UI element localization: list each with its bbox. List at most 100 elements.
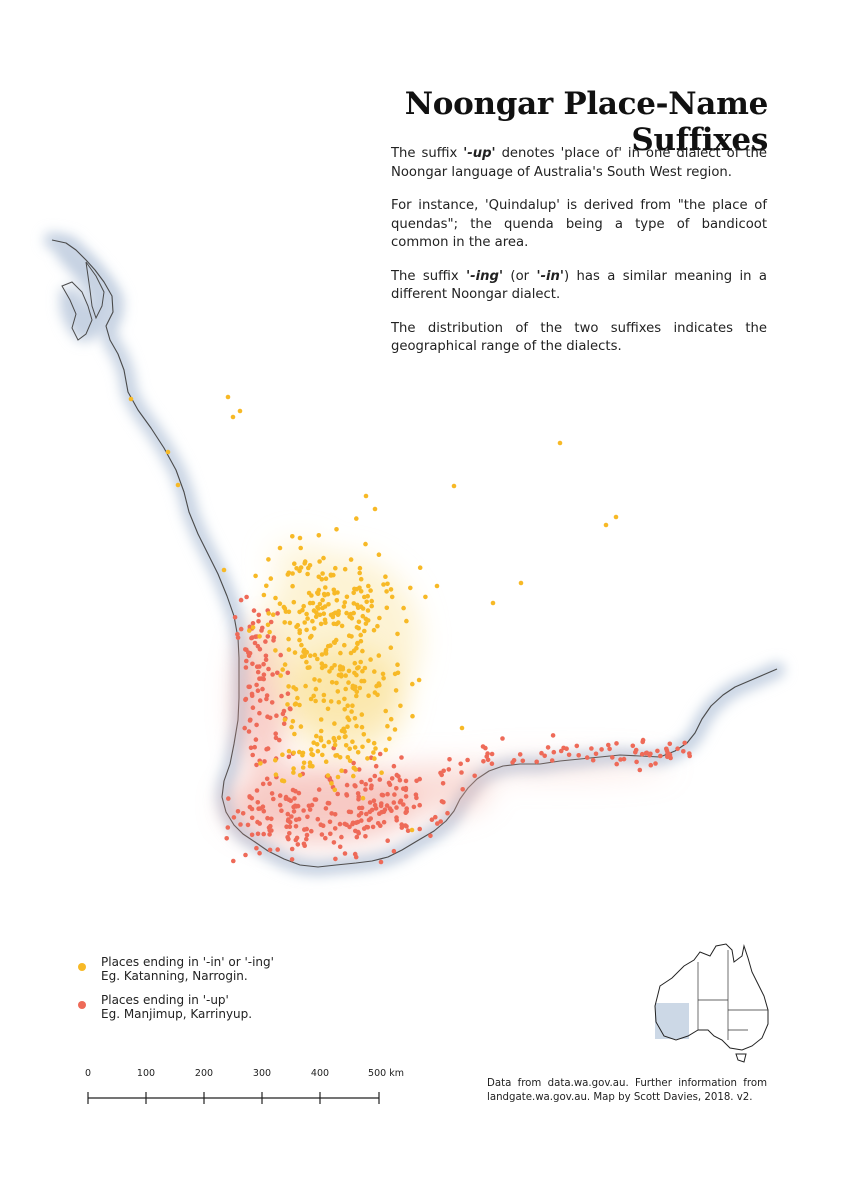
- intro-paragraph-example: For instance, 'Quindalup' is derived fro…: [391, 198, 767, 250]
- ing-marker: [302, 647, 307, 653]
- up-marker: [269, 700, 275, 705]
- ing-marker: [375, 623, 380, 629]
- up-marker: [371, 798, 377, 803]
- intro-paragraph-up: The suffix '-up' denotes 'place of' in o…: [391, 146, 767, 180]
- ing-marker: [360, 648, 365, 654]
- ing-marker: [368, 657, 373, 662]
- up-marker: [356, 797, 361, 802]
- up-marker: [307, 807, 313, 812]
- ing-marker: [293, 686, 299, 692]
- up-marker: [681, 749, 686, 754]
- ing-marker: [317, 678, 322, 683]
- ing-marker: [292, 650, 298, 655]
- up-marker: [319, 832, 325, 837]
- ing-marker: [308, 747, 314, 752]
- up-marker: [394, 818, 400, 823]
- ing-marker: [253, 573, 258, 579]
- ing-marker: [325, 591, 331, 597]
- ing-marker: [346, 668, 352, 674]
- up-marker: [277, 793, 283, 798]
- ing-marker: [434, 583, 440, 589]
- up-marker: [269, 816, 274, 822]
- ing-marker: [357, 685, 363, 691]
- up-marker: [249, 806, 255, 812]
- up-marker: [534, 759, 539, 765]
- up-marker: [564, 746, 569, 751]
- inset-highlight-box: [655, 1003, 689, 1039]
- up-marker: [675, 746, 680, 751]
- ing-marker: [297, 773, 303, 778]
- up-marker: [328, 831, 333, 837]
- up-marker: [640, 739, 645, 745]
- ing-marker: [350, 703, 355, 708]
- ing-marker: [358, 589, 364, 594]
- up-marker: [500, 736, 505, 741]
- ing-marker: [313, 686, 319, 692]
- ing-marker: [329, 781, 334, 786]
- up-marker: [356, 767, 362, 772]
- up-marker: [275, 611, 280, 616]
- ing-marker: [368, 588, 373, 593]
- ing-marker: [355, 641, 360, 647]
- ing-marker: [365, 618, 371, 623]
- up-marker: [364, 824, 369, 830]
- ing-marker: [282, 620, 288, 625]
- up-marker: [593, 751, 599, 757]
- ing-marker: [282, 662, 288, 667]
- up-marker: [413, 792, 419, 797]
- ing-marker: [372, 506, 378, 512]
- up-marker: [285, 670, 291, 676]
- ing-marker: [383, 708, 389, 714]
- up-marker: [584, 755, 590, 760]
- up-marker: [225, 825, 231, 830]
- ing-marker: [323, 651, 329, 656]
- up-marker: [550, 733, 556, 738]
- up-marker: [249, 815, 255, 821]
- up-marker: [256, 806, 261, 811]
- up-marker: [355, 829, 361, 835]
- ing-marker: [175, 482, 181, 488]
- ing-marker: [321, 591, 327, 597]
- up-marker: [333, 856, 338, 862]
- ing-marker: [304, 659, 309, 665]
- up-marker: [335, 791, 341, 797]
- ing-marker: [385, 581, 390, 587]
- ing-marker: [315, 605, 320, 610]
- ing-marker: [300, 752, 305, 758]
- up-marker: [653, 761, 658, 766]
- up-marker: [352, 851, 358, 857]
- up-marker: [316, 787, 322, 792]
- up-marker: [329, 811, 335, 816]
- up-marker: [235, 809, 241, 814]
- ing-marker: [346, 717, 352, 723]
- ing-marker: [355, 665, 360, 671]
- ing-marker: [326, 602, 331, 607]
- up-marker: [261, 831, 267, 837]
- up-marker: [399, 822, 405, 827]
- ing-marker: [318, 728, 324, 734]
- ing-marker: [334, 753, 340, 758]
- up-marker: [481, 759, 486, 764]
- up-marker: [344, 782, 350, 788]
- ing-marker: [336, 699, 342, 705]
- up-marker: [398, 798, 404, 804]
- ing-marker: [408, 585, 413, 591]
- legend-example-ing: Eg. Katanning, Narrogin.: [101, 969, 248, 983]
- up-marker: [510, 760, 515, 765]
- up-marker: [355, 791, 361, 796]
- ing-marker: [376, 653, 382, 658]
- ing-marker: [309, 593, 314, 598]
- ing-marker: [268, 576, 274, 581]
- ing-marker: [365, 756, 370, 761]
- up-marker: [363, 834, 368, 839]
- up-marker: [254, 682, 259, 688]
- up-marker: [337, 821, 343, 827]
- ing-marker: [332, 591, 337, 596]
- ing-marker: [297, 628, 303, 633]
- ing-marker: [336, 735, 342, 740]
- ing-marker: [343, 734, 348, 739]
- ing-marker: [317, 612, 323, 618]
- ing-marker: [291, 770, 296, 775]
- ing-marker: [459, 725, 465, 731]
- ing-marker: [307, 600, 313, 606]
